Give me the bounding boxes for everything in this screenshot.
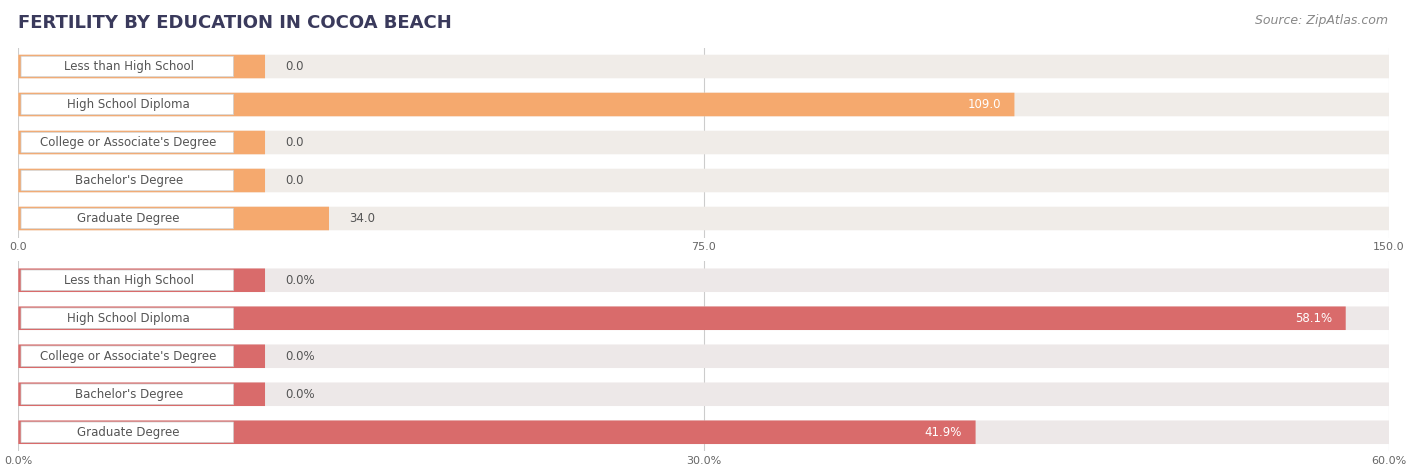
- Text: 34.0: 34.0: [350, 212, 375, 225]
- FancyBboxPatch shape: [18, 344, 1389, 368]
- Text: High School Diploma: High School Diploma: [67, 98, 190, 111]
- Text: Bachelor's Degree: Bachelor's Degree: [75, 174, 183, 187]
- Text: Source: ZipAtlas.com: Source: ZipAtlas.com: [1254, 14, 1388, 27]
- FancyBboxPatch shape: [18, 169, 264, 192]
- FancyBboxPatch shape: [18, 268, 1389, 292]
- Text: 109.0: 109.0: [967, 98, 1001, 111]
- FancyBboxPatch shape: [21, 56, 233, 77]
- FancyBboxPatch shape: [21, 208, 233, 229]
- FancyBboxPatch shape: [18, 55, 1389, 78]
- FancyBboxPatch shape: [18, 131, 1389, 154]
- Text: 58.1%: 58.1%: [1295, 312, 1331, 325]
- FancyBboxPatch shape: [21, 270, 233, 291]
- FancyBboxPatch shape: [21, 346, 233, 367]
- Text: College or Associate's Degree: College or Associate's Degree: [41, 136, 217, 149]
- FancyBboxPatch shape: [18, 306, 1389, 330]
- Text: 0.0: 0.0: [285, 60, 304, 73]
- FancyBboxPatch shape: [21, 308, 233, 329]
- Text: High School Diploma: High School Diploma: [67, 312, 190, 325]
- Text: 0.0%: 0.0%: [285, 350, 315, 363]
- FancyBboxPatch shape: [21, 132, 233, 153]
- Text: 0.0: 0.0: [285, 136, 304, 149]
- FancyBboxPatch shape: [18, 382, 264, 406]
- FancyBboxPatch shape: [18, 207, 1389, 230]
- Text: College or Associate's Degree: College or Associate's Degree: [41, 350, 217, 363]
- Text: 41.9%: 41.9%: [925, 426, 962, 439]
- FancyBboxPatch shape: [18, 420, 976, 444]
- Text: Graduate Degree: Graduate Degree: [77, 426, 180, 439]
- Text: Less than High School: Less than High School: [63, 274, 194, 287]
- FancyBboxPatch shape: [18, 382, 1389, 406]
- FancyBboxPatch shape: [18, 55, 264, 78]
- FancyBboxPatch shape: [18, 420, 1389, 444]
- Text: Less than High School: Less than High School: [63, 60, 194, 73]
- Text: Bachelor's Degree: Bachelor's Degree: [75, 388, 183, 401]
- Text: FERTILITY BY EDUCATION IN COCOA BEACH: FERTILITY BY EDUCATION IN COCOA BEACH: [18, 14, 451, 32]
- FancyBboxPatch shape: [21, 422, 233, 443]
- FancyBboxPatch shape: [21, 384, 233, 405]
- Text: 0.0: 0.0: [285, 174, 304, 187]
- FancyBboxPatch shape: [18, 93, 1015, 116]
- FancyBboxPatch shape: [18, 93, 1389, 116]
- Text: Graduate Degree: Graduate Degree: [77, 212, 180, 225]
- FancyBboxPatch shape: [18, 344, 264, 368]
- FancyBboxPatch shape: [18, 169, 1389, 192]
- FancyBboxPatch shape: [18, 207, 329, 230]
- FancyBboxPatch shape: [18, 131, 264, 154]
- Text: 0.0%: 0.0%: [285, 274, 315, 287]
- FancyBboxPatch shape: [21, 170, 233, 191]
- FancyBboxPatch shape: [18, 306, 1346, 330]
- Text: 0.0%: 0.0%: [285, 388, 315, 401]
- FancyBboxPatch shape: [21, 94, 233, 115]
- FancyBboxPatch shape: [18, 268, 264, 292]
